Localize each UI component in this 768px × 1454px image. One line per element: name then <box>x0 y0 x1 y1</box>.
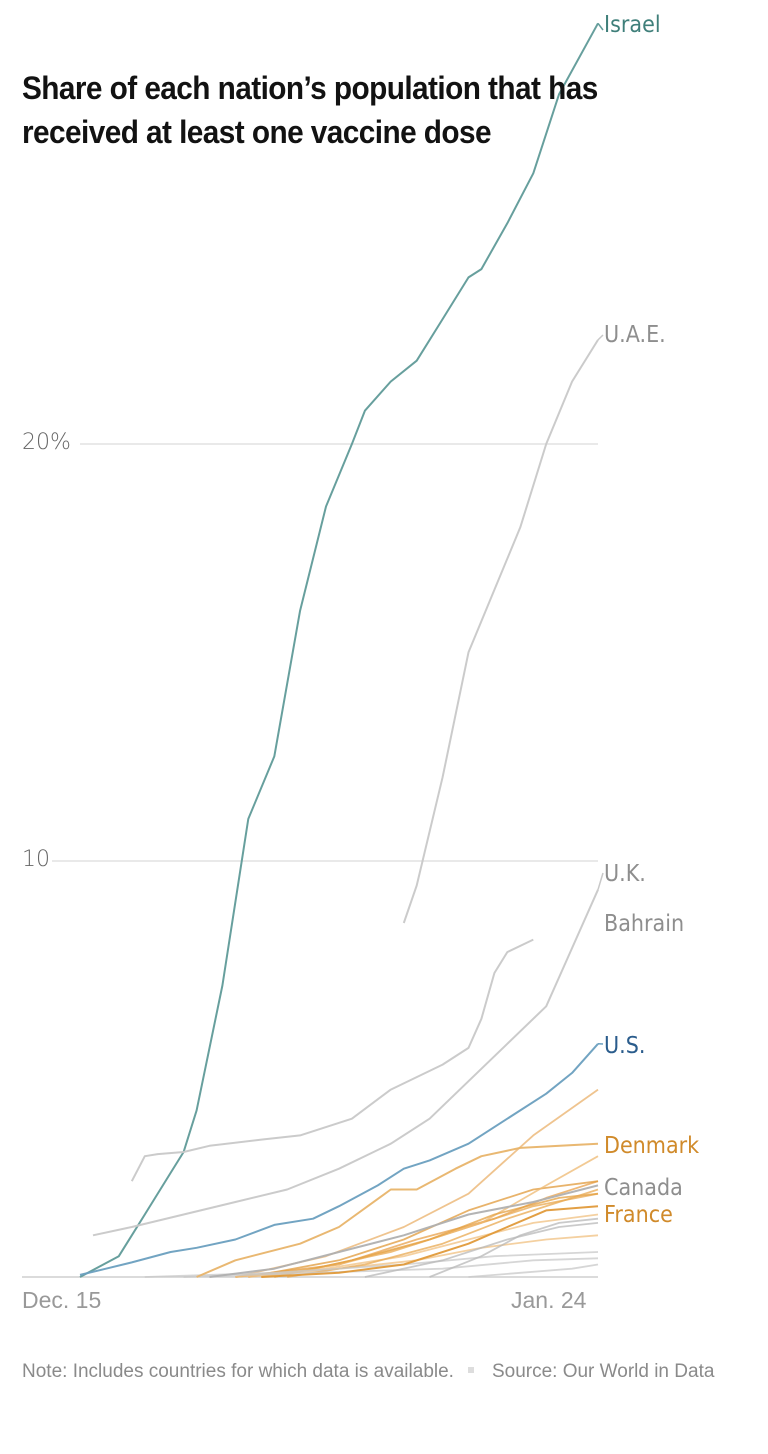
series-line-canada <box>209 1184 599 1278</box>
note-text: Note: Includes countries for which data … <box>22 1361 454 1382</box>
leader-line <box>597 872 604 890</box>
series-line-denmark <box>196 1142 599 1278</box>
series-line-other-orange-2 <box>235 1088 599 1278</box>
label-france: France <box>604 1202 673 1228</box>
leader-line <box>597 334 604 341</box>
series-line-other-orange-9 <box>287 1188 599 1278</box>
label-israel: Israel <box>604 12 661 38</box>
label-uae: U.A.E. <box>604 322 666 348</box>
label-leaders <box>597 22 604 1045</box>
series-line-other-gray-3 <box>429 1217 599 1278</box>
y-tick-10: 10 <box>22 847 50 872</box>
series-line-france <box>261 1205 599 1278</box>
series-line-bahrain <box>130 938 534 1182</box>
y-tick-20: 20% <box>22 430 71 455</box>
chart-footnote: Note: Includes countries for which data … <box>22 1354 722 1390</box>
series-line-u-k- <box>92 889 599 1237</box>
x-tick-start: Dec. 15 <box>22 1287 102 1313</box>
label-uk: U.K. <box>604 861 646 887</box>
series-line-u-a-e- <box>402 339 599 924</box>
series-line-other-gray-2 <box>183 1257 599 1278</box>
label-bahrain: Bahrain <box>604 911 685 937</box>
source-text: Source: Our World in Data <box>491 1361 715 1382</box>
series-line-u-s- <box>79 1043 599 1276</box>
label-us: U.S. <box>604 1033 646 1059</box>
x-tick-end: Jan. 24 <box>511 1287 587 1313</box>
leader-line <box>597 22 604 31</box>
series-lines <box>79 22 599 1278</box>
separator-dot-icon <box>467 1367 474 1374</box>
chart-title: Share of each nation’s population that h… <box>22 70 598 150</box>
series-line-other-orange-6 <box>274 1192 599 1278</box>
label-denmark: Denmark <box>604 1133 700 1159</box>
series-line-other-gray-5 <box>364 1222 599 1278</box>
series-line-israel <box>79 22 599 1278</box>
series-line-other-gray-4 <box>468 1263 599 1278</box>
label-canada: Canada <box>604 1175 683 1201</box>
